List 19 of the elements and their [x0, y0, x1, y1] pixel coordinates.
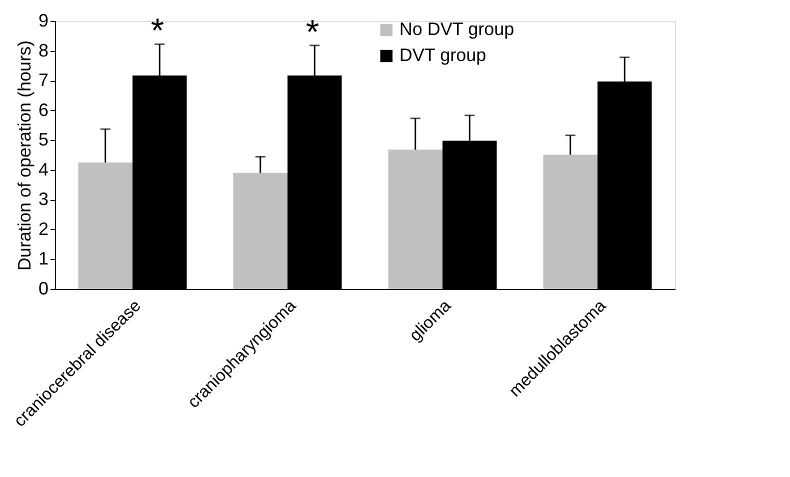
bar [78, 162, 132, 289]
y-tick-label: 3 [38, 189, 48, 210]
y-tick-label: 2 [38, 218, 48, 239]
y-tick-label: 5 [38, 130, 48, 150]
annotation: * [150, 12, 164, 50]
y-tick-label: 7 [38, 70, 48, 90]
y-tick-label: 0 [38, 278, 48, 298]
bar [388, 150, 442, 289]
bar [233, 172, 288, 289]
legend-label: No DVT group [399, 19, 514, 39]
y-axis-title: Duration of operation (hours) [14, 40, 34, 271]
annotation: * [306, 13, 320, 52]
y-tick-label: 9 [38, 10, 48, 30]
y-tick-label: 8 [38, 40, 48, 60]
y-tick-label: 4 [38, 159, 48, 180]
y-tick-label: 6 [38, 100, 48, 120]
legend-label: DVT group [399, 45, 486, 65]
bar [543, 154, 598, 289]
y-tick-label: 1 [38, 248, 48, 269]
